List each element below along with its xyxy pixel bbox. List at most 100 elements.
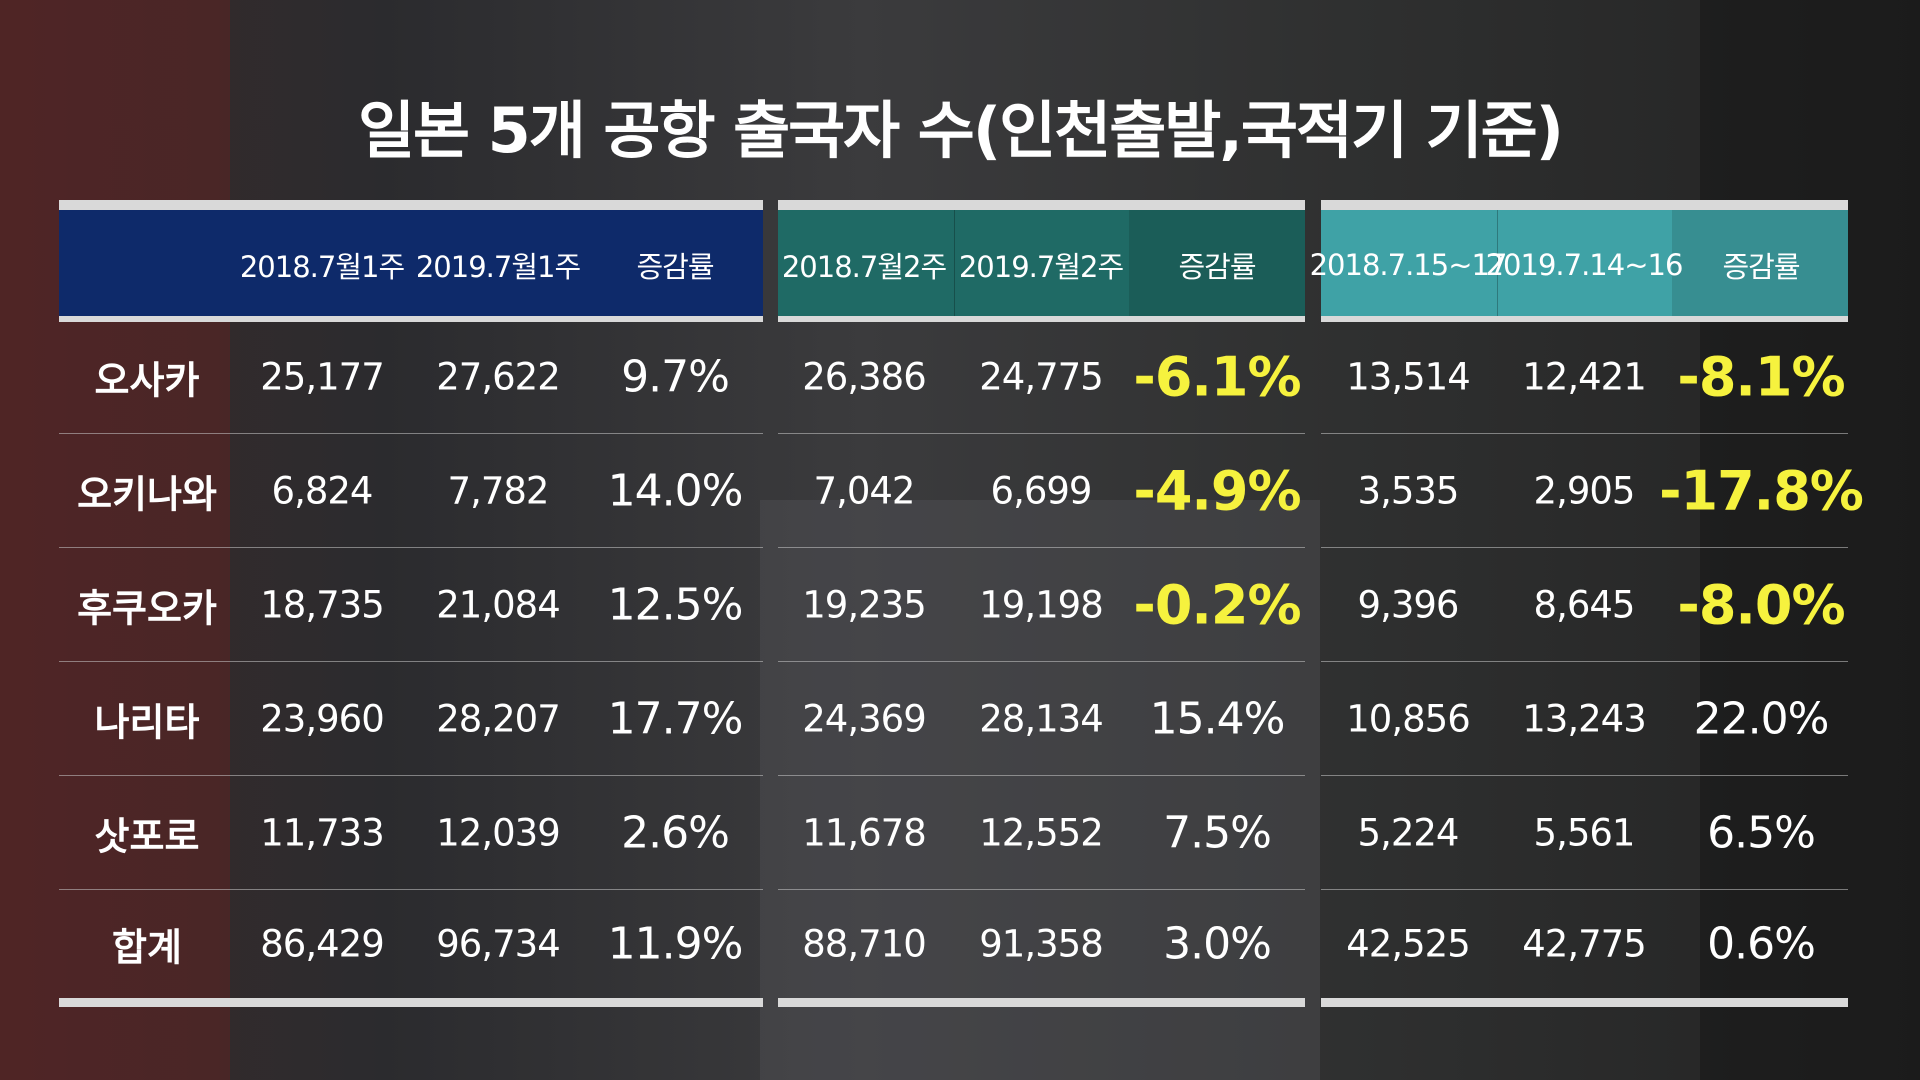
header-cell: 2018.7.15~17 [1309, 248, 1508, 282]
row-separator [1321, 661, 1848, 662]
table-cell: 9,396 [1357, 583, 1460, 627]
table-cell: 28,134 [979, 697, 1103, 741]
header-rule [59, 316, 763, 322]
header-rule [778, 316, 1305, 322]
row-separator [778, 433, 1305, 434]
header-cell: 2018.7월2주 [781, 250, 947, 284]
header-band [1321, 200, 1848, 321]
table-cell: 28,207 [436, 697, 560, 741]
table-cell: -4.9% [1133, 459, 1301, 523]
table-cell: 26,386 [802, 355, 926, 399]
table-cell: 6,824 [271, 469, 374, 513]
row-label: 후쿠오카 [77, 586, 217, 631]
table-cell: 12.5% [607, 579, 744, 631]
header-divider [1496, 200, 1498, 321]
background-photo [0, 0, 230, 1080]
table-cell: 8,645 [1533, 583, 1636, 627]
header-band [59, 200, 763, 321]
table-cell: 15.4% [1149, 693, 1286, 745]
row-separator [59, 433, 763, 434]
table-cell: 24,369 [802, 697, 926, 741]
table-cell: -17.8% [1659, 459, 1864, 523]
header-cell: 증감률 [636, 250, 714, 284]
table-cell: 7,782 [447, 469, 550, 513]
table-cell: 11,678 [802, 811, 926, 855]
table-cell: 12,421 [1522, 355, 1646, 399]
table-cell: 13,514 [1346, 355, 1470, 399]
background-photo [760, 500, 1320, 1080]
table-cell: 18,735 [260, 583, 384, 627]
header-divider [1129, 200, 1305, 321]
top-rule [778, 200, 1305, 210]
table-cell: 3.0% [1163, 918, 1272, 970]
table-cell: -0.2% [1133, 573, 1301, 637]
table-cell: 2,905 [1533, 469, 1636, 513]
table-cell: 7.5% [1163, 807, 1272, 859]
table-cell: 12,039 [436, 811, 560, 855]
header-cell: 증감률 [1722, 250, 1800, 284]
row-label: 오사카 [94, 358, 200, 403]
row-separator [59, 889, 763, 890]
bottom-rule [1321, 998, 1848, 1007]
table-cell: 0.6% [1707, 918, 1816, 970]
table-cell: 22.0% [1693, 693, 1830, 745]
table-cell: 42,775 [1522, 922, 1646, 966]
row-label: 삿포로 [94, 814, 200, 859]
header-divider [953, 200, 955, 321]
table-cell: 86,429 [260, 922, 384, 966]
table-cell: 21,084 [436, 583, 560, 627]
header-cell: 2019.7월1주 [415, 250, 581, 284]
table-cell: 17.7% [607, 693, 744, 745]
table-cell: 11.9% [607, 918, 744, 970]
bottom-rule [59, 998, 763, 1007]
title: 일본 5개 공항 출국자 수(인천출발,국적기 기준) [357, 94, 1564, 167]
table-cell: 91,358 [979, 922, 1103, 966]
header-cell: 증감률 [1178, 250, 1256, 284]
row-label: 나리타 [94, 700, 200, 745]
table-cell: 2.6% [621, 807, 730, 859]
row-separator [1321, 775, 1848, 776]
table-cell: 10,856 [1346, 697, 1470, 741]
header-cell: 2019.7.14~16 [1485, 248, 1684, 282]
row-separator [778, 889, 1305, 890]
table-cell: 11,733 [260, 811, 384, 855]
row-label: 오키나와 [77, 472, 217, 517]
table-cell: 25,177 [260, 355, 384, 399]
table-cell: 12,552 [979, 811, 1103, 855]
table-cell: 88,710 [802, 922, 926, 966]
table-cell: -8.1% [1677, 345, 1845, 409]
table-cell: 23,960 [260, 697, 384, 741]
row-separator [778, 661, 1305, 662]
row-separator [59, 775, 763, 776]
background-photo [1700, 0, 1920, 1080]
table-cell: -6.1% [1133, 345, 1301, 409]
row-label: 합계 [112, 925, 182, 970]
table-cell: 3,535 [1357, 469, 1460, 513]
table-cell: 6,699 [990, 469, 1093, 513]
row-separator [1321, 889, 1848, 890]
row-separator [778, 547, 1305, 548]
table-cell: 6.5% [1707, 807, 1816, 859]
table-cell: 5,224 [1357, 811, 1460, 855]
row-separator [59, 661, 763, 662]
table-cell: 5,561 [1533, 811, 1636, 855]
header-cell: 2019.7월2주 [958, 250, 1124, 284]
top-rule [1321, 200, 1848, 210]
table-cell: 27,622 [436, 355, 560, 399]
bottom-rule [778, 998, 1305, 1007]
row-separator [1321, 433, 1848, 434]
table-cell: 14.0% [607, 465, 744, 517]
table-cell: -8.0% [1677, 573, 1845, 637]
table-cell: 9.7% [621, 351, 730, 403]
table-cell: 13,243 [1522, 697, 1646, 741]
header-cell: 2018.7월1주 [239, 250, 405, 284]
table-cell: 19,235 [802, 583, 926, 627]
table-cell: 42,525 [1346, 922, 1470, 966]
header-band [778, 200, 1305, 321]
header-divider [1672, 200, 1848, 321]
row-separator [1321, 547, 1848, 548]
row-separator [59, 547, 763, 548]
table-cell: 19,198 [979, 583, 1103, 627]
